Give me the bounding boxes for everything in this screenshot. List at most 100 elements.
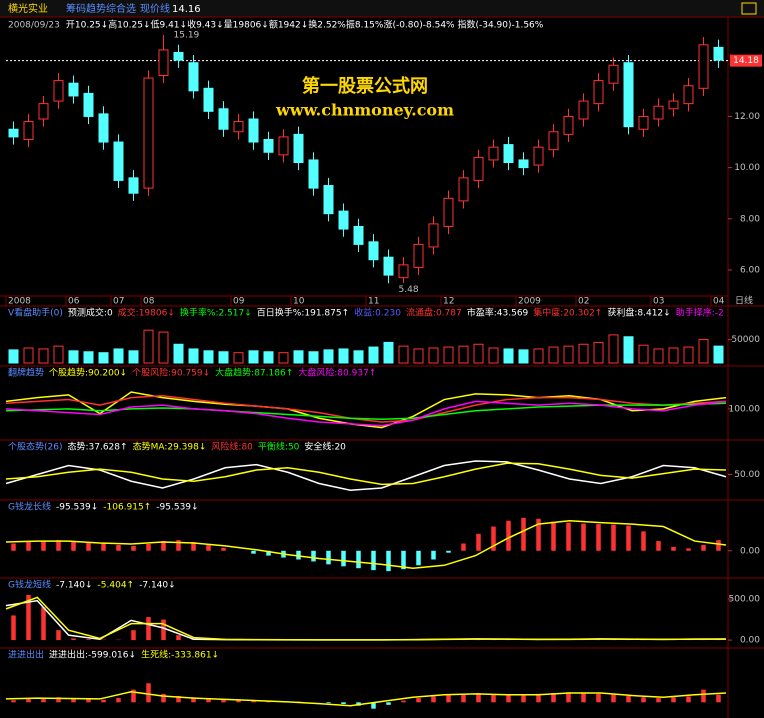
histogram-bar	[656, 541, 661, 551]
volume-bar	[68, 350, 79, 364]
indicator-name[interactable]: 筹码趋势综合选	[66, 2, 136, 15]
volume-bar	[698, 339, 709, 364]
volume-bar	[578, 343, 589, 364]
panel-title: 流通盘:0.787	[406, 307, 462, 319]
volume-bar	[248, 350, 259, 364]
series-line	[5, 462, 727, 486]
histogram-bar	[146, 543, 151, 551]
date-label: 10	[293, 297, 305, 307]
histogram-bar	[521, 517, 526, 551]
candle-body	[623, 62, 634, 128]
volume-bar	[548, 346, 559, 364]
candle-body	[548, 131, 559, 151]
histogram-bar	[26, 698, 31, 703]
date-label: 11	[368, 297, 379, 307]
candle-body	[698, 44, 709, 89]
volume-bar	[278, 352, 289, 364]
price-tag-label: 14.18	[733, 56, 759, 66]
date-label: 2008	[8, 297, 31, 307]
candle-body	[248, 118, 259, 143]
histogram-bar	[41, 698, 46, 703]
histogram-bar	[56, 697, 61, 703]
histogram-bar	[41, 541, 46, 551]
series-line	[5, 690, 727, 707]
histogram-bar	[161, 619, 166, 641]
histogram-bar	[176, 695, 181, 703]
volume-bar	[443, 346, 454, 364]
histogram-bar	[356, 550, 361, 569]
stock-name: 横光实业	[8, 2, 48, 15]
histogram-bar	[191, 697, 196, 703]
histogram-bar	[566, 692, 571, 703]
candle-body	[128, 177, 139, 194]
histogram-bar	[581, 523, 586, 551]
volume-bar	[53, 345, 64, 364]
volume-bar	[593, 341, 604, 364]
histogram-bar	[386, 702, 391, 705]
histogram-bar	[581, 693, 586, 703]
volume-bar	[563, 345, 574, 364]
panel-title: 平衡线:50	[258, 441, 300, 453]
panel-title: -106.915↑	[103, 503, 151, 513]
candle-body	[503, 144, 514, 164]
histogram-bar	[101, 699, 106, 703]
date-label: 07	[113, 297, 124, 307]
volume-bar	[98, 352, 109, 364]
histogram-bar	[701, 544, 706, 551]
y-tick-label: 6.00	[740, 265, 760, 275]
volume-bar	[233, 352, 244, 364]
panel-title: -95.539↓	[156, 503, 198, 513]
date-label: 03	[653, 297, 664, 307]
histogram-bar	[296, 550, 301, 560]
histogram-bar	[341, 702, 346, 704]
panel-title: G钱龙短线	[8, 579, 51, 591]
candle-body	[533, 146, 544, 166]
histogram-bar	[626, 525, 631, 551]
histogram-bar	[371, 550, 376, 571]
histogram-bar	[701, 689, 706, 703]
histogram-bar	[326, 702, 331, 704]
volume-bar	[203, 350, 214, 364]
candle-body	[653, 105, 664, 120]
series-line	[5, 460, 727, 492]
watermark: 第一股票公式网	[302, 75, 428, 97]
volume-bar	[428, 347, 439, 364]
histogram-bar	[401, 700, 406, 703]
date-label: 02	[578, 297, 589, 307]
candle-body	[323, 185, 334, 215]
panel-title: 百日换手%:191.875↑	[257, 307, 349, 319]
candle-body	[683, 85, 694, 105]
panel-title: -5.404↑	[98, 581, 135, 591]
period-label: 日线	[735, 295, 753, 307]
candle-body	[398, 264, 409, 279]
candle-body	[8, 128, 19, 138]
candle-body	[383, 256, 394, 276]
volume-bar	[413, 348, 424, 364]
histogram-bar	[146, 683, 151, 703]
panel-title: -7.140↓	[56, 581, 93, 591]
y-tick-label: 0.00	[740, 636, 760, 646]
candle-body	[413, 243, 424, 268]
histogram-bar	[596, 524, 601, 551]
histogram-bar	[491, 526, 496, 551]
candle-body	[98, 113, 109, 143]
volume-bar	[353, 350, 364, 364]
histogram-bar	[41, 607, 46, 641]
candle-body	[188, 62, 199, 92]
histogram-bar	[101, 543, 106, 551]
panel-title: 个股趋势:90.200↓	[49, 367, 127, 379]
histogram-bar	[671, 697, 676, 703]
histogram-bar	[326, 550, 331, 565]
menu-icon[interactable]	[741, 2, 757, 15]
histogram-bar	[431, 550, 436, 560]
y-tick-label: 500.00	[729, 595, 761, 605]
histogram-bar	[461, 693, 466, 703]
histogram-bar	[56, 540, 61, 551]
candle-body	[458, 177, 469, 202]
date-label: 06	[68, 297, 80, 307]
histogram-bar	[131, 689, 136, 703]
series-line	[5, 395, 727, 423]
panel-title: 换手率%:2.517↓	[180, 307, 252, 319]
panel-title: 进进出出	[8, 649, 44, 661]
